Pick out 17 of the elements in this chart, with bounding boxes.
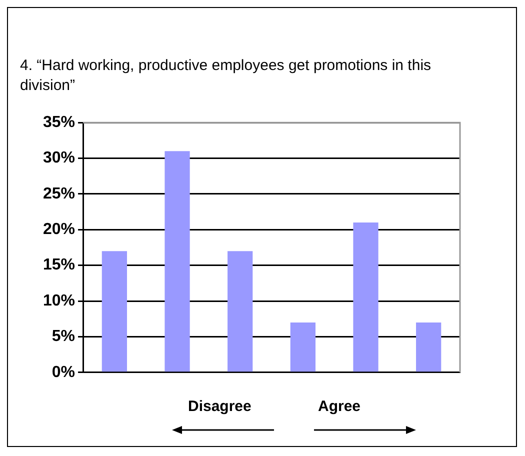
- y-tick-label: 5%: [52, 328, 76, 346]
- y-tick-label: 20%: [42, 221, 76, 238]
- text: Disagree: [188, 398, 252, 415]
- y-tick-label: 10%: [42, 292, 76, 310]
- bar: [353, 222, 378, 372]
- y-tick-label: 0%: [52, 364, 76, 381]
- bar: [102, 251, 128, 372]
- bar: [228, 251, 253, 372]
- bar: [164, 151, 190, 372]
- bar: [290, 322, 316, 372]
- y-tick-label: 25%: [42, 185, 76, 202]
- y-tick-label: 30%: [42, 150, 76, 167]
- chart-title: 4. “Hard working, productive employees get promotions in this division”: [20, 56, 432, 96]
- bar: [416, 322, 442, 372]
- y-tick-label: 35%: [42, 114, 76, 132]
- text: Agree: [318, 398, 361, 415]
- y-tick-label: 15%: [42, 256, 76, 274]
